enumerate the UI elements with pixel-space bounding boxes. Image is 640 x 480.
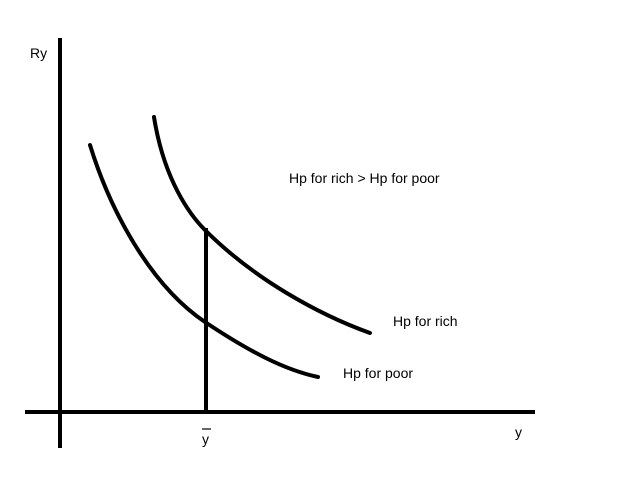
y-bar-label: y (202, 431, 209, 447)
y-axis-label: Ry (30, 45, 47, 61)
curve-hp-poor (88, 143, 320, 379)
curve-label-poor: Hp for poor (343, 365, 413, 381)
comparison-annotation: Hp for rich > Hp for poor (289, 170, 440, 186)
curve-label-rich: Hp for rich (393, 313, 458, 329)
x-axis-label: y (515, 424, 522, 440)
curve-hp-rich (152, 115, 372, 335)
